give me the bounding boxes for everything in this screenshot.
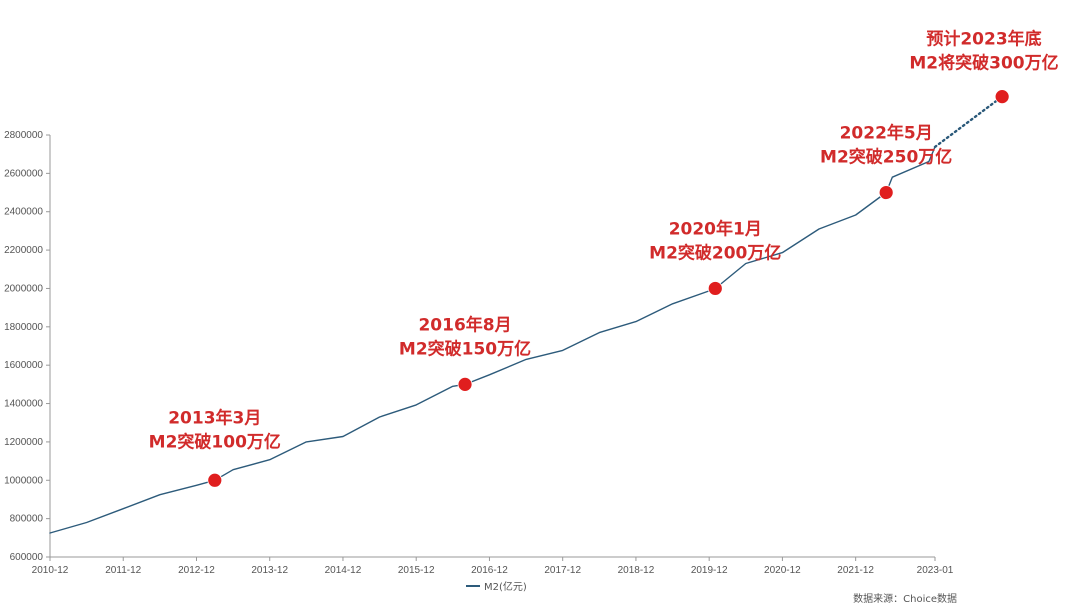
- x-tick-label: 2017-12: [544, 565, 581, 576]
- y-tick-label: 2400000: [4, 207, 43, 218]
- y-tick-label: 1200000: [4, 437, 43, 448]
- legend-label: M2(亿元): [484, 580, 527, 593]
- milestone-dot: [994, 89, 1010, 105]
- annotation-date: 预计2023年底: [926, 29, 1041, 50]
- y-tick-label: 2000000: [4, 283, 43, 294]
- annotation-date: 2022年5月: [840, 123, 933, 144]
- y-tick-label: 2800000: [4, 130, 43, 141]
- milestone-dot: [707, 281, 723, 296]
- milestone-dot: [457, 376, 473, 392]
- x-tick-label: 2015-12: [398, 565, 435, 576]
- x-tick-label: 2013-12: [251, 565, 288, 576]
- x-tick-label: 2010-12: [32, 565, 69, 576]
- annotation-milestone: M2突破200万亿: [649, 242, 781, 263]
- y-axis-ticks: 600000 800000 1000000 1200000 1400000 1600000…: [4, 130, 50, 563]
- x-tick-label: 2023-01: [917, 565, 954, 576]
- milestone-dot: [207, 472, 223, 488]
- x-tick-label: 2018-12: [618, 565, 655, 576]
- source-note: 数据来源：Choice数据: [853, 592, 957, 605]
- highlight-points: [207, 89, 1010, 488]
- y-tick-label: 1000000: [4, 475, 43, 486]
- annotations: 2013年3月 M2突破100万亿 2016年8月 M2突破150万亿 2020年1月 M…: [149, 29, 1059, 453]
- legend: M2(亿元): [466, 580, 527, 593]
- x-tick-label: 2012-12: [178, 565, 215, 576]
- y-tick-label: 1400000: [4, 399, 43, 410]
- x-tick-label: 2021-12: [837, 565, 874, 576]
- annotation-milestone: M2将突破300万亿: [909, 53, 1058, 74]
- annotation-date: 2020年1月: [669, 218, 762, 239]
- y-tick-label: 1800000: [4, 322, 43, 333]
- y-tick-label: 800000: [10, 514, 44, 525]
- annotation-milestone: M2突破150万亿: [399, 338, 531, 359]
- x-tick-label: 2019-12: [691, 565, 728, 576]
- x-tick-label: 2014-12: [325, 565, 362, 576]
- x-axis-ticks: 2010-12 2011-12 2012-12 2013-12 2014-12 2015-…: [32, 557, 954, 576]
- annotation-date: 2016年8月: [418, 314, 511, 335]
- y-tick-label: 2200000: [4, 245, 43, 256]
- annotation-milestone: M2突破250万亿: [820, 147, 952, 168]
- annotation-date: 2013年3月: [168, 407, 261, 428]
- axes: [49, 135, 935, 558]
- milestone-dot: [878, 185, 894, 200]
- series-line-forecast: [933, 95, 1004, 149]
- y-tick-label: 600000: [10, 552, 44, 563]
- x-tick-label: 2011-12: [105, 565, 141, 576]
- x-tick-label: 2016-12: [471, 565, 508, 576]
- y-tick-label: 1600000: [4, 360, 43, 371]
- x-tick-label: 2020-12: [764, 565, 801, 576]
- annotation-milestone: M2突破100万亿: [149, 431, 281, 452]
- y-tick-label: 2600000: [4, 168, 43, 179]
